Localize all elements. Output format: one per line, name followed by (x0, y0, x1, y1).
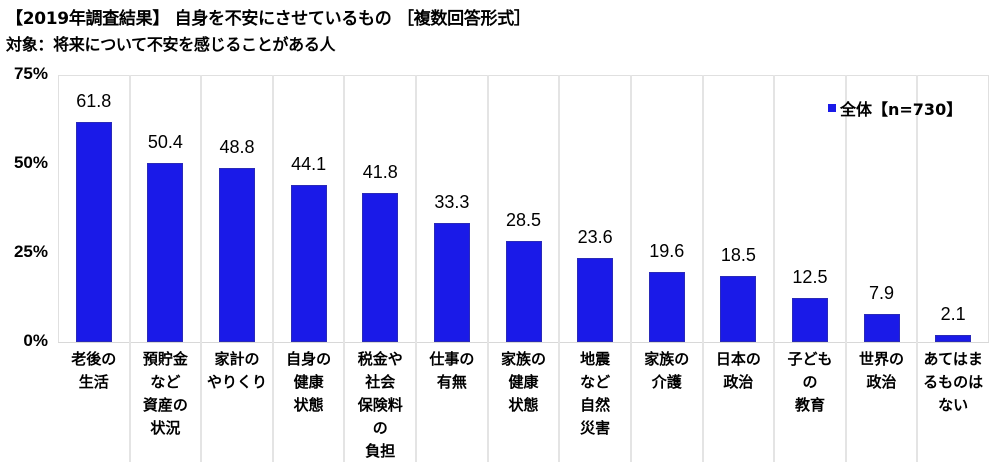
legend-swatch-icon (828, 104, 836, 112)
bar (433, 223, 470, 342)
category-label: 世界の 政治 (859, 350, 905, 391)
category-label: 家族の 健康 状態 (500, 350, 546, 414)
bar (720, 276, 757, 342)
bar (863, 313, 900, 342)
category-label: 家計の やりくり (207, 350, 268, 391)
y-tick-25: 25% (13, 242, 48, 261)
category-label: 日本の 政治 (715, 350, 761, 391)
category-divider (629, 75, 632, 462)
value-label: 23.6 (577, 226, 613, 247)
value-label: 50.4 (147, 131, 183, 152)
category-divider (773, 75, 776, 462)
category-divider (343, 75, 346, 462)
category-label: 税金や 社会 保険料の負担 (357, 350, 403, 460)
category-label: 地震 など 自然 災害 (580, 350, 611, 437)
value-label: 18.5 (720, 245, 756, 266)
category-label: 仕事の 有無 (429, 350, 475, 391)
category-divider (486, 75, 489, 462)
value-label: 12.5 (792, 266, 828, 287)
category-label: 子どもの教育 (787, 350, 833, 414)
category-divider (701, 75, 704, 462)
category-divider (415, 75, 418, 462)
category-divider (200, 75, 203, 462)
value-label: 44.1 (291, 154, 327, 174)
category-divider (916, 75, 919, 462)
chart-subtitle: 対象：将来について不安を感じることがある人 (6, 35, 336, 54)
y-tick-50: 50% (13, 153, 48, 172)
category-divider (128, 75, 131, 462)
category-label: あてはま るものは ない (923, 350, 984, 414)
bar (791, 297, 828, 342)
category-label: 老後の 生活 (71, 350, 117, 391)
bar (290, 185, 327, 342)
category-label: 預貯金 など 資産の 状況 (142, 350, 188, 437)
value-label: 61.8 (76, 90, 112, 111)
bar (935, 334, 972, 342)
legend-label: 全体【n=730】 (840, 100, 963, 119)
bar (147, 162, 184, 342)
plot-area (58, 75, 989, 342)
category-label: 家族の 介護 (644, 350, 690, 391)
y-tick-0: 0% (23, 331, 48, 350)
category-divider (558, 75, 561, 462)
bar (219, 168, 256, 342)
value-label: 33.3 (434, 192, 470, 213)
bar (362, 193, 399, 342)
value-label: 48.8 (219, 137, 255, 158)
bar (75, 121, 112, 342)
value-label: 2.1 (940, 303, 966, 324)
x-axis-baseline (58, 342, 989, 343)
category-label: 自身の 健康 状態 (286, 350, 332, 414)
chart-title: 【2019年調査結果】 自身を不安にさせているもの ［複数回答形式］ (6, 9, 531, 29)
value-label: 28.5 (505, 209, 542, 230)
bar (577, 257, 614, 342)
value-label: 19.6 (649, 241, 685, 262)
category-divider (844, 75, 847, 462)
value-label: 7.9 (869, 282, 895, 303)
y-tick-75: 75% (13, 64, 48, 83)
value-label: 41.8 (362, 162, 398, 183)
legend: 全体【n=730】 (828, 96, 962, 120)
category-divider (271, 75, 274, 462)
bar (505, 240, 542, 342)
bar (648, 272, 685, 342)
